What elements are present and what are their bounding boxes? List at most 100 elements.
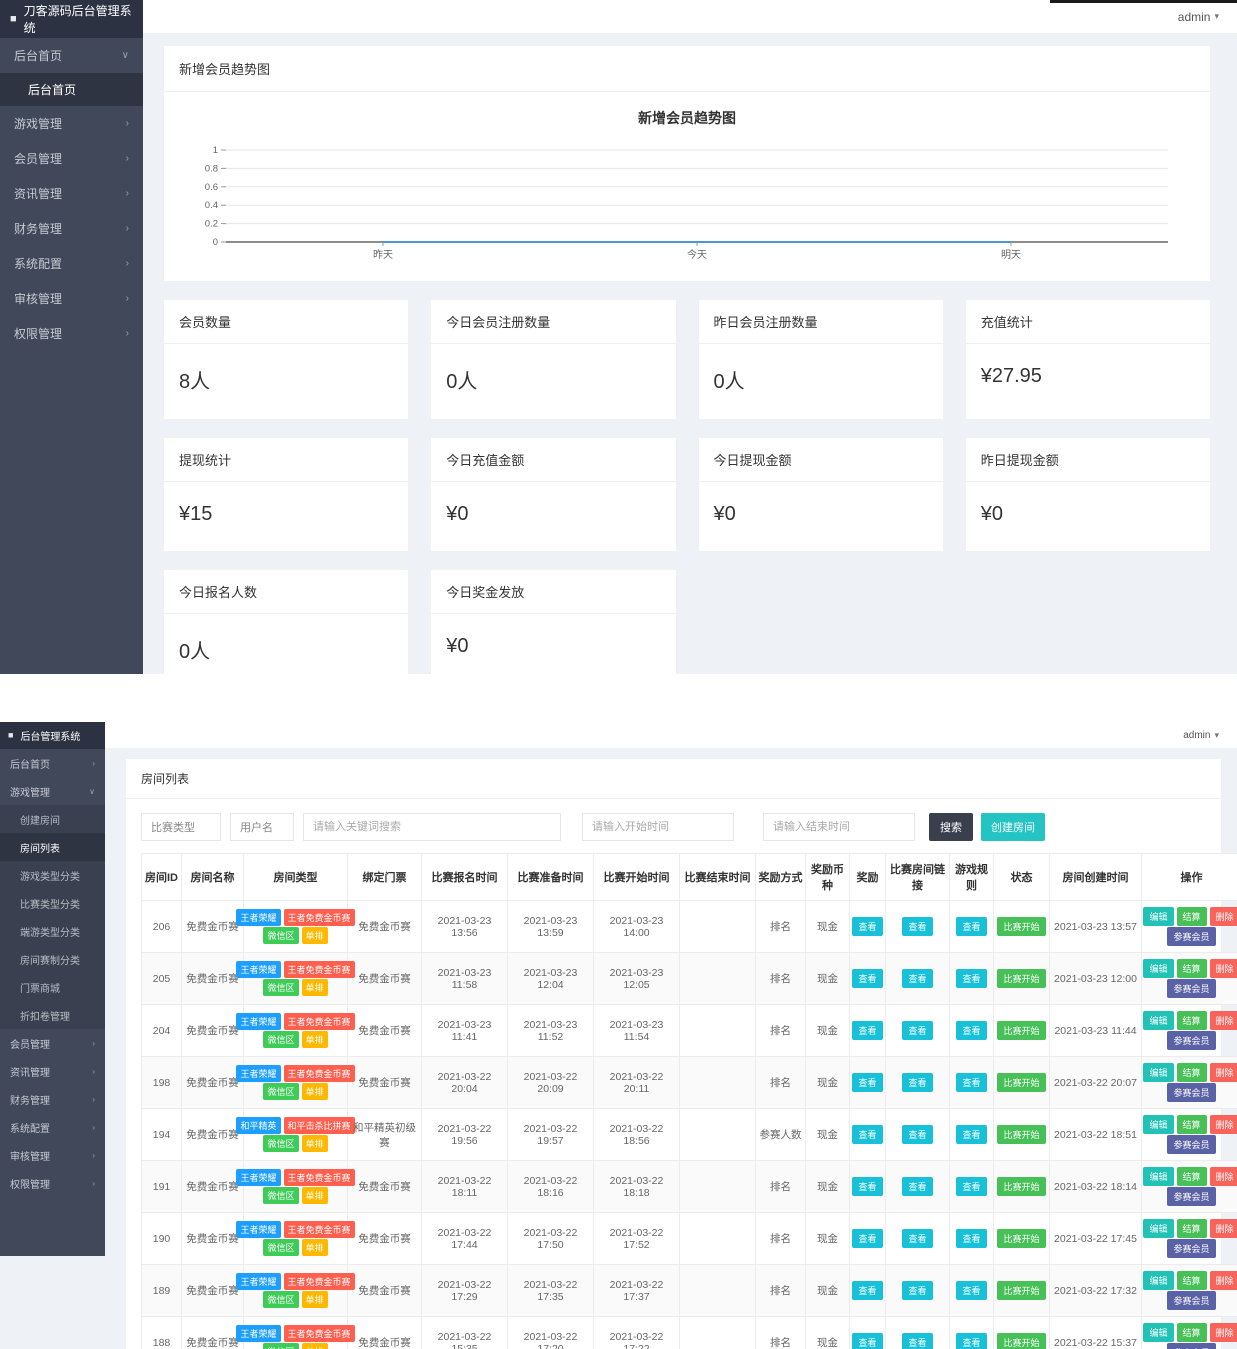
admin-dropdown[interactable]: admin ▾ [1178,10,1219,24]
edit-button[interactable]: 编辑 [1143,1011,1174,1030]
rules-view-button[interactable]: 查看 [956,1177,987,1196]
status-badge[interactable]: 比赛开始 [997,1021,1046,1040]
sidebar-item[interactable]: 会员管理 › [0,1029,105,1057]
sidebar-subitem[interactable]: 房间赛制分类 [0,945,105,973]
delete-button[interactable]: 删除 [1209,1011,1237,1030]
delete-button[interactable]: 删除 [1209,1323,1237,1342]
reward-view-button[interactable]: 查看 [852,917,883,936]
room-link-view-button[interactable]: 查看 [902,969,933,988]
match-type-select[interactable]: 比赛类型 [141,813,221,841]
room-link-view-button[interactable]: 查看 [902,1333,933,1349]
delete-button[interactable]: 删除 [1209,1271,1237,1290]
sidebar-item[interactable]: 权限管理 › [0,316,143,351]
edit-button[interactable]: 编辑 [1143,1219,1174,1238]
sidebar-item[interactable]: 后台首页 ∨ [0,38,143,73]
reward-view-button[interactable]: 查看 [852,1229,883,1248]
participants-button[interactable]: 参赛会员 [1167,1343,1216,1349]
rules-view-button[interactable]: 查看 [956,1125,987,1144]
rules-view-button[interactable]: 查看 [956,1281,987,1300]
edit-button[interactable]: 编辑 [1143,1063,1174,1082]
sidebar-item[interactable]: 系统配置 › [0,246,143,281]
delete-button[interactable]: 删除 [1209,1167,1237,1186]
reward-view-button[interactable]: 查看 [852,1281,883,1300]
edit-button[interactable]: 编辑 [1143,959,1174,978]
settle-button[interactable]: 结算 [1176,1063,1207,1082]
room-link-view-button[interactable]: 查看 [902,917,933,936]
rules-view-button[interactable]: 查看 [956,969,987,988]
settle-button[interactable]: 结算 [1176,1219,1207,1238]
sidebar-item[interactable]: 系统配置 › [0,1113,105,1141]
edit-button[interactable]: 编辑 [1143,1115,1174,1134]
participants-button[interactable]: 参赛会员 [1167,1239,1216,1258]
settle-button[interactable]: 结算 [1176,1323,1207,1342]
sidebar-item[interactable]: 财务管理 › [0,211,143,246]
room-link-view-button[interactable]: 查看 [902,1229,933,1248]
sidebar-subitem[interactable]: 房间列表 [0,833,105,861]
sidebar-item[interactable]: 资讯管理 › [0,1057,105,1085]
sidebar-subitem[interactable]: 折扣卷管理 [0,1001,105,1029]
rules-view-button[interactable]: 查看 [956,1333,987,1349]
room-link-view-button[interactable]: 查看 [902,1021,933,1040]
sidebar-subitem[interactable]: 后台首页 [0,73,143,106]
settle-button[interactable]: 结算 [1176,1271,1207,1290]
start-time-input[interactable] [582,813,734,841]
sidebar-item[interactable]: 审核管理 › [0,281,143,316]
participants-button[interactable]: 参赛会员 [1167,1083,1216,1102]
rules-view-button[interactable]: 查看 [956,1021,987,1040]
sidebar-item[interactable]: 会员管理 › [0,141,143,176]
reward-view-button[interactable]: 查看 [852,969,883,988]
edit-button[interactable]: 编辑 [1143,907,1174,926]
admin-dropdown[interactable]: admin ▾ [1183,730,1219,741]
participants-button[interactable]: 参赛会员 [1167,1291,1216,1310]
sidebar-item[interactable]: 游戏管理 ∨ [0,777,105,805]
edit-button[interactable]: 编辑 [1143,1271,1174,1290]
create-room-button[interactable]: 创建房间 [981,813,1045,841]
status-badge[interactable]: 比赛开始 [997,1125,1046,1144]
sidebar-item[interactable]: 资讯管理 › [0,176,143,211]
room-link-view-button[interactable]: 查看 [902,1177,933,1196]
participants-button[interactable]: 参赛会员 [1167,927,1216,946]
participants-button[interactable]: 参赛会员 [1167,1031,1216,1050]
participants-button[interactable]: 参赛会员 [1167,979,1216,998]
room-link-view-button[interactable]: 查看 [902,1073,933,1092]
end-time-input[interactable] [763,813,915,841]
sidebar-subitem[interactable]: 端游类型分类 [0,917,105,945]
settle-button[interactable]: 结算 [1176,1115,1207,1134]
sidebar-item[interactable]: 游戏管理 › [0,106,143,141]
sidebar-subitem[interactable]: 比赛类型分类 [0,889,105,917]
reward-view-button[interactable]: 查看 [852,1333,883,1349]
rules-view-button[interactable]: 查看 [956,917,987,936]
sidebar-subitem[interactable]: 门票商城 [0,973,105,1001]
settle-button[interactable]: 结算 [1176,959,1207,978]
status-badge[interactable]: 比赛开始 [997,1333,1046,1349]
sidebar-subitem[interactable]: 游戏类型分类 [0,861,105,889]
participants-button[interactable]: 参赛会员 [1167,1135,1216,1154]
status-badge[interactable]: 比赛开始 [997,1073,1046,1092]
reward-view-button[interactable]: 查看 [852,1073,883,1092]
reward-view-button[interactable]: 查看 [852,1125,883,1144]
delete-button[interactable]: 删除 [1209,959,1237,978]
username-select[interactable]: 用户名 [230,813,294,841]
reward-view-button[interactable]: 查看 [852,1021,883,1040]
search-button[interactable]: 搜索 [929,813,973,841]
status-badge[interactable]: 比赛开始 [997,1229,1046,1248]
settle-button[interactable]: 结算 [1176,1167,1207,1186]
delete-button[interactable]: 删除 [1209,1219,1237,1238]
rules-view-button[interactable]: 查看 [956,1073,987,1092]
keyword-search-input[interactable] [303,813,561,841]
settle-button[interactable]: 结算 [1176,907,1207,926]
sidebar-item[interactable]: 后台首页 › [0,749,105,777]
rules-view-button[interactable]: 查看 [956,1229,987,1248]
room-link-view-button[interactable]: 查看 [902,1125,933,1144]
room-link-view-button[interactable]: 查看 [902,1281,933,1300]
delete-button[interactable]: 删除 [1209,1115,1237,1134]
delete-button[interactable]: 删除 [1209,1063,1237,1082]
participants-button[interactable]: 参赛会员 [1167,1187,1216,1206]
sidebar-item[interactable]: 财务管理 › [0,1085,105,1113]
status-badge[interactable]: 比赛开始 [997,1281,1046,1300]
delete-button[interactable]: 删除 [1209,907,1237,926]
edit-button[interactable]: 编辑 [1143,1323,1174,1342]
edit-button[interactable]: 编辑 [1143,1167,1174,1186]
status-badge[interactable]: 比赛开始 [997,1177,1046,1196]
status-badge[interactable]: 比赛开始 [997,917,1046,936]
